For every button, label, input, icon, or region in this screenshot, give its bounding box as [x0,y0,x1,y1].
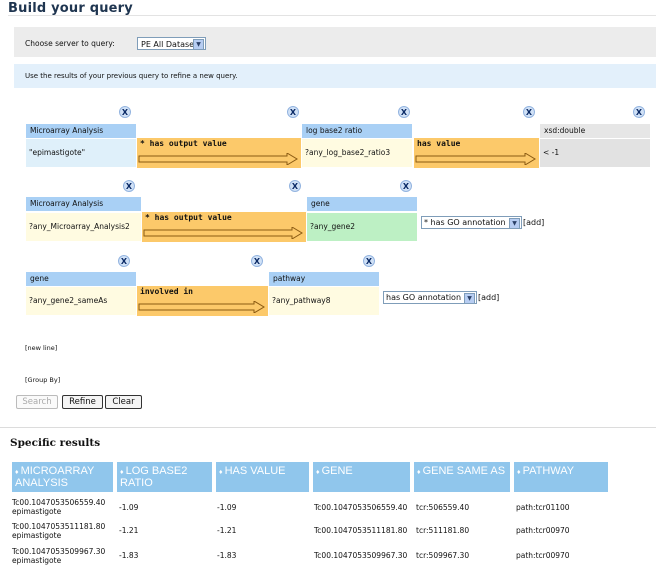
sort-icon: ♦ [517,469,521,476]
table-cell: -1.21 [119,526,139,535]
sort-icon: ♦ [219,469,223,476]
node-type-label[interactable]: Microarray Analysis [26,197,141,211]
sort-icon: ♦ [417,469,421,476]
node-type-label[interactable]: pathway [269,272,379,286]
edge-has-value[interactable]: has value [414,138,539,168]
chevron-down-icon[interactable]: ▼ [509,218,520,229]
edge-has-output-value[interactable]: * has output value [137,138,301,168]
node-type-label[interactable]: gene [307,197,417,211]
info-bar: Use the results of your previous query t… [14,64,656,88]
remove-edge-button[interactable]: X [523,106,535,118]
property-select-value: has GO annotation [386,293,462,302]
arrow-right-icon [415,153,536,165]
node-value[interactable]: < -1 [540,139,650,167]
remove-node-button[interactable]: X [118,255,130,267]
table-cell: Tc00.1047053511181.80 epimastigote [12,522,106,540]
table-cell: -1.09 [217,503,237,512]
sort-icon: ♦ [316,469,320,476]
column-header[interactable]: ♦ GENE [313,462,410,492]
column-header[interactable]: ♦ GENE SAME AS [414,462,510,492]
property-select[interactable]: has GO annotation ▼ [383,291,477,304]
table-cell: path:tcr00970 [516,551,570,560]
table-cell: tcr:506559.40 [416,503,470,512]
column-header[interactable]: ♦ LOG BASE2 RATIO [117,462,212,492]
node-value[interactable]: ?any_gene2_sameAs [26,287,136,315]
column-header[interactable]: ♦ PATHWAY [514,462,608,492]
column-header-label: MICROARRAY ANALYSIS [15,465,95,489]
remove-node-button[interactable]: X [400,180,412,192]
info-text: Use the results of your previous query t… [25,72,238,80]
sort-icon: ♦ [15,469,19,476]
table-cell: Tc00.1047053506559.40 epimastigote [12,498,106,516]
page-title: Build your query [8,1,133,16]
group-by-link[interactable]: [Group By] [25,376,61,384]
remove-edge-button[interactable]: X [251,255,263,267]
node-value[interactable]: "epimastigote" [26,139,136,167]
table-cell: path:tcr01100 [516,503,570,512]
node-value[interactable]: ?any_pathway8 [269,287,379,315]
table-cell: Tc00.1047053509967.30 epimastigote [12,547,106,565]
add-link[interactable]: [add] [523,218,545,227]
results-divider [0,427,656,428]
results-title: Specific results [10,437,101,449]
table-cell: -1.83 [119,551,139,560]
column-header[interactable]: ♦ HAS VALUE [216,462,309,492]
sort-icon: ♦ [120,469,124,476]
node-type-label[interactable]: gene [26,272,136,286]
column-header-label: GENE SAME AS [422,465,506,477]
edge-label: * has output value [140,139,227,148]
arrow-right-icon [138,153,298,165]
node-type-label[interactable]: Microarray Analysis [26,124,136,138]
server-label: Choose server to query: [25,39,115,48]
table-cell: tcr:509967.30 [416,551,470,560]
remove-node-button[interactable]: X [123,180,135,192]
table-cell: path:tcr00970 [516,526,570,535]
chevron-down-icon[interactable]: ▼ [464,293,475,304]
server-select-value: PE All Datasets [141,40,202,49]
server-bar: Choose server to query: PE All Datasets … [14,27,656,57]
table-cell: -1.09 [119,503,139,512]
table-cell: Tc00.1047053509967.30 [314,551,408,560]
remove-node-button[interactable]: X [633,106,645,118]
table-cell: tcr:511181.80 [416,526,470,535]
edge-has-output-value[interactable]: * has output value [142,212,306,242]
remove-node-button[interactable]: X [119,106,131,118]
search-button[interactable]: Search [16,395,58,409]
table-cell: -1.83 [217,551,237,560]
table-cell: -1.21 [217,526,237,535]
clear-button[interactable]: Clear [105,395,142,409]
remove-node-button[interactable]: X [363,255,375,267]
new-line-link[interactable]: [new line] [25,344,58,352]
table-cell: Tc00.1047053511181.80 [314,526,408,535]
add-link[interactable]: [add] [478,293,500,302]
column-header-label: HAS VALUE [224,465,286,477]
arrow-right-icon [138,301,265,313]
remove-edge-button[interactable]: X [289,180,301,192]
chevron-down-icon[interactable]: ▼ [193,39,204,50]
edge-label: * has output value [145,213,232,222]
server-select[interactable]: PE All Datasets ▼ [137,37,206,50]
edge-label: has value [417,139,461,148]
edge-label: involved in [140,287,193,296]
refine-button[interactable]: Refine [62,395,103,409]
edge-involved-in[interactable]: involved in [137,286,268,316]
column-header-label: PATHWAY [522,465,575,477]
property-select[interactable]: * has GO annotation ▼ [421,216,522,229]
title-divider [8,15,656,16]
node-value[interactable]: ?any_Microarray_Analysis2 [26,213,141,241]
property-select-value: * has GO annotation [424,218,506,227]
table-cell: Tc00.1047053506559.40 [314,503,408,512]
remove-node-button[interactable]: X [398,106,410,118]
node-value[interactable]: ?any_gene2 [307,213,417,241]
column-header-label: GENE [321,465,353,477]
node-value[interactable]: ?any_log_base2_ratio3 [302,139,412,167]
column-header-label: LOG BASE2 RATIO [120,465,188,489]
remove-edge-button[interactable]: X [287,106,299,118]
node-type-label[interactable]: log base2 ratio [302,124,412,138]
arrow-right-icon [143,227,303,239]
column-header[interactable]: ♦ MICROARRAY ANALYSIS [12,462,113,492]
node-type-label[interactable]: xsd:double [540,124,650,138]
